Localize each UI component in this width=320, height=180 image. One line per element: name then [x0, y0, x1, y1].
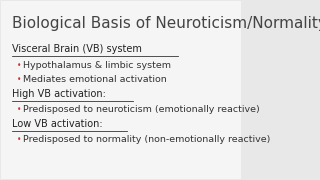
Text: Low VB activation:: Low VB activation: [12, 119, 103, 129]
Text: Biological Basis of Neuroticism/Normality: Biological Basis of Neuroticism/Normalit… [12, 16, 320, 32]
Text: High VB activation:: High VB activation: [12, 89, 106, 99]
FancyBboxPatch shape [0, 0, 245, 180]
Text: •: • [17, 61, 21, 70]
Text: Predisposed to normality (non-emotionally reactive): Predisposed to normality (non-emotionall… [23, 135, 270, 144]
Text: Predisposed to neuroticism (emotionally reactive): Predisposed to neuroticism (emotionally … [23, 105, 260, 114]
Text: Visceral Brain (VB) system: Visceral Brain (VB) system [12, 44, 142, 54]
Text: Hypothalamus & limbic system: Hypothalamus & limbic system [23, 61, 171, 70]
Text: •: • [17, 75, 21, 84]
Text: •: • [17, 105, 21, 114]
Text: •: • [17, 135, 21, 144]
Text: Mediates emotional activation: Mediates emotional activation [23, 75, 167, 84]
